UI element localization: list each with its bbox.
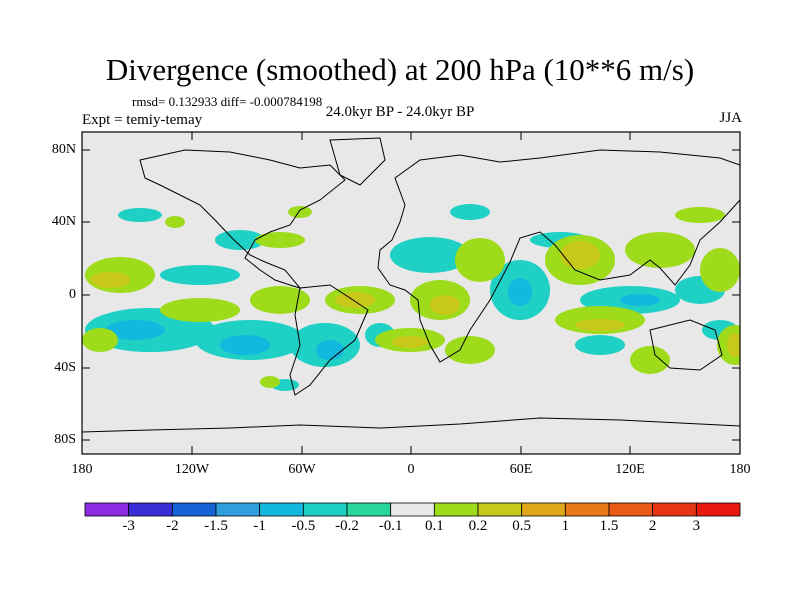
colorbar-label: -0.1 — [378, 518, 403, 534]
colorbar-box — [259, 502, 304, 517]
experiment-label: Expt = temiy-temay — [82, 112, 203, 128]
colorbar-box — [608, 502, 654, 517]
colorbar-box — [521, 502, 566, 517]
colorbar-box — [302, 502, 348, 517]
lon-label: 120E — [615, 462, 645, 477]
colorbar-box — [652, 502, 697, 517]
colorbar-label: 0.1 — [424, 518, 444, 534]
colorbar-box — [564, 502, 610, 517]
lon-label: 180 — [729, 462, 751, 477]
lon-label: 60E — [509, 462, 533, 477]
map-title: Divergence (smoothed) at 200 hPa (10**6 … — [105, 52, 695, 87]
colorbar-box — [433, 502, 479, 517]
antarctica-coast — [82, 417, 740, 433]
colorbar-label: 1.5 — [599, 518, 619, 534]
lat-label: 40N — [51, 214, 76, 229]
lon-label: 120W — [174, 462, 210, 477]
lon-label: 60W — [288, 462, 316, 477]
europe-africa-coast — [377, 149, 740, 363]
colorbar-box — [477, 502, 523, 517]
colorbar-box — [128, 502, 173, 517]
lon-label: 0 — [407, 462, 415, 477]
colorbar-box — [346, 502, 392, 517]
south-america-coast — [289, 284, 369, 396]
colorbar-box — [215, 502, 261, 517]
colorbar-label: 2 — [648, 518, 657, 534]
period-label: 24.0kyr BP - 24.0kyr BP — [325, 104, 475, 120]
colorbar-label: 1 — [561, 518, 570, 534]
lat-ticks — [82, 149, 740, 441]
colorbar-label: 3 — [692, 518, 701, 534]
north-america-coast — [139, 149, 346, 289]
colorbar-label: -3 — [122, 518, 135, 534]
colorbar-box — [390, 502, 435, 517]
colorbar — [84, 502, 741, 517]
lon-label: 180 — [71, 462, 93, 477]
colorbar-label: 0.5 — [512, 518, 532, 534]
colorbar-box — [695, 502, 741, 517]
lat-label: 80S — [54, 432, 76, 447]
colorbar-label: -2 — [166, 518, 179, 534]
season-label: JJA — [719, 110, 742, 126]
coastlines — [82, 137, 740, 433]
lat-label: 80N — [51, 142, 76, 157]
colorbar-label: -0.2 — [335, 518, 359, 534]
lon-ticks — [81, 132, 741, 454]
colorbar-label: -0.5 — [291, 518, 316, 534]
australia-coast — [649, 319, 723, 371]
colorbar-box — [84, 502, 130, 517]
stats-text: rmsd= 0.132933 diff= -0.000784198 — [132, 94, 323, 109]
colorbar-label: -1.5 — [204, 518, 228, 534]
divergence-fields — [82, 137, 740, 433]
lat-label: 40S — [54, 360, 76, 375]
lat-label: 0 — [69, 287, 76, 302]
strong-positive-areas — [90, 241, 740, 357]
colorbar-box — [171, 502, 217, 517]
colorbar-label: 0.2 — [468, 518, 488, 534]
greenland-coast — [329, 137, 386, 186]
colorbar-label: -1 — [253, 518, 266, 534]
